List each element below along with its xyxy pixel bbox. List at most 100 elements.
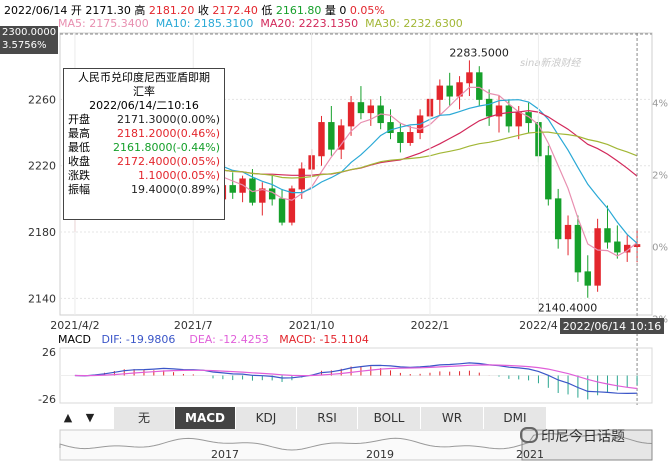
change-value: 0.05% <box>349 4 385 17</box>
tooltip-row-value: 2171.3000(0.00%) <box>116 113 220 126</box>
tooltip-title: 人民币兑印度尼西亚盾即期 <box>78 71 210 84</box>
tab-wr[interactable]: WR <box>421 407 484 429</box>
ma20-legend: MA20: 2223.1350 <box>260 17 359 30</box>
candle-body <box>466 72 473 84</box>
scroll-down-button[interactable]: ▼ <box>85 411 95 424</box>
candle-body <box>554 198 562 240</box>
open-label: 开 <box>70 4 82 17</box>
candle-body <box>485 98 493 117</box>
pct-tick-label: 0% <box>652 242 668 253</box>
tooltip-row-value: 19.4000(0.89%) <box>130 183 220 196</box>
candle-body <box>525 112 532 124</box>
volume-label: 量 <box>324 4 336 17</box>
y-tick-label: 2220 <box>28 160 56 173</box>
tooltip-row-value: 2181.2000(0.46%) <box>116 127 220 140</box>
candle-body <box>476 72 483 100</box>
high-label: 高 <box>134 4 146 17</box>
ma10-legend: MA10: 2185.3100 <box>155 17 254 30</box>
ma-legend: MA5: 2175.3400 MA10: 2185.3100 MA20: 222… <box>58 17 668 31</box>
min-annotation: 2140.4000 <box>538 302 598 315</box>
tooltip-row-value: 2172.4000(0.05%) <box>116 155 220 168</box>
high-value: 2181.20 <box>148 4 195 17</box>
tab-macd[interactable]: MACD <box>175 407 236 429</box>
candle-body <box>347 102 355 127</box>
candle-body <box>604 228 611 243</box>
x-tick-label: 2021/10 <box>289 319 335 332</box>
navigator-line <box>59 432 653 451</box>
y-tick-label: 2260 <box>28 93 56 106</box>
candle-body <box>337 125 345 150</box>
plot-frame <box>59 32 653 316</box>
tab-boll[interactable]: BOLL <box>358 407 421 429</box>
candle-body <box>298 168 305 190</box>
crosshair-price: 2300.0000 <box>2 27 57 38</box>
low-label: 低 <box>261 4 273 17</box>
dif-line <box>74 362 638 395</box>
candle-body <box>318 122 325 157</box>
dea-line <box>74 364 638 390</box>
quote-header: 2022/06/14 开 2171.30 高 2181.20 收 2172.40… <box>4 2 672 17</box>
x-tick-label: 2022/4 <box>519 319 558 332</box>
candle-body <box>387 122 394 134</box>
candle-body <box>229 185 236 193</box>
candle-body <box>614 241 621 253</box>
tooltip-row: 最低 2161.8000(-0.44%) <box>68 141 220 155</box>
candle-body <box>357 102 365 114</box>
x-tick-label: 2021/4/2 <box>50 319 99 332</box>
scroll-up-button[interactable]: ▲ <box>63 411 73 424</box>
y-tick-label: 2180 <box>28 226 56 239</box>
candle-body <box>505 105 513 127</box>
candle-body <box>397 132 404 143</box>
navigator-year-label: 2017 <box>211 448 239 461</box>
tab-none[interactable]: 无 <box>114 407 175 429</box>
crosshair-date-box <box>560 318 664 334</box>
ma30-legend: MA30: 2232.6300 <box>365 17 463 30</box>
candle-body <box>574 224 582 273</box>
x-tick-label: 2022/1 <box>411 319 450 332</box>
macd-legend: MACD DIF: -19.9806 DEA: -12.4253 MACD: -… <box>58 333 668 347</box>
candle-body <box>495 105 503 117</box>
candle-body <box>564 224 572 240</box>
candle-body <box>515 112 522 127</box>
max-annotation: 2283.5000 <box>449 46 509 59</box>
tooltip-row-label: 最低 <box>68 141 90 154</box>
macd-top-tick: 26 <box>42 346 56 359</box>
candle-body <box>288 188 296 223</box>
tooltip-row: 开盘 2171.3000(0.00%) <box>68 113 220 127</box>
ma5-legend: MA5: 2175.3400 <box>58 17 149 30</box>
dif-value: DIF: -19.9806 <box>101 333 176 346</box>
pct-tick-label: 2% <box>652 170 668 181</box>
dea-value: DEA: -12.4253 <box>189 333 269 346</box>
close-value: 2172.40 <box>212 4 258 17</box>
candle-body <box>584 271 591 286</box>
tab-dmi[interactable]: DMI <box>484 407 547 429</box>
navigator-year-label: 2019 <box>366 448 394 461</box>
tooltip-row-label: 收盘 <box>68 155 90 168</box>
watermark: 印尼今日话题 <box>520 426 672 446</box>
tooltip-title-2: 汇率 <box>133 85 155 98</box>
y-tick-label: 2140 <box>28 292 56 305</box>
tooltip-rows: 开盘 2171.3000(0.00%) 最高 2181.2000(0.46%) 最低 21… <box>68 113 220 197</box>
tab-kdj[interactable]: KDJ <box>236 407 297 429</box>
tooltip-datetime: 2022/06/14/二10:16 <box>89 99 199 112</box>
candle-body <box>367 105 375 114</box>
tooltip-row-label: 涨跌 <box>68 169 90 182</box>
tooltip-row: 涨跌 1.1000(0.05%) <box>68 169 220 183</box>
candle-body <box>594 228 601 286</box>
quote-tooltip: 人民币兑印度尼西亚盾即期 汇率 2022/06/14/二10:16 开盘 2171… <box>63 68 225 220</box>
tooltip-row: 最高 2181.2000(0.46%) <box>68 127 220 141</box>
watermark-text: 印尼今日话题 <box>541 429 625 445</box>
candle-body <box>407 132 414 143</box>
pct-tick-label: 4% <box>652 98 668 109</box>
tooltip-row: 收盘 2172.4000(0.05%) <box>68 155 220 169</box>
open-value: 2171.30 <box>85 4 131 17</box>
low-value: 2161.80 <box>275 4 322 17</box>
macd-name: MACD <box>58 333 91 346</box>
crosshair-price-box: 2300.0000 3.5756% <box>0 26 58 54</box>
sina-logo: sina新浪财经 <box>520 57 581 69</box>
navigator-year-label: 2021 <box>516 448 544 461</box>
volume-value: 0 <box>339 4 347 17</box>
tab-rsi[interactable]: RSI <box>297 407 358 429</box>
tooltip-row-label: 振幅 <box>68 183 90 196</box>
wechat-icon <box>520 427 538 443</box>
